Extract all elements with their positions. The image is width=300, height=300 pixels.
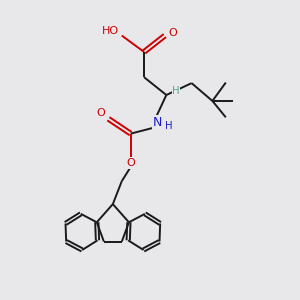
Text: O: O xyxy=(169,28,178,38)
Text: HO: HO xyxy=(102,26,119,36)
Text: O: O xyxy=(97,108,105,118)
Text: H: H xyxy=(165,121,172,130)
Text: H: H xyxy=(172,86,180,96)
Text: N: N xyxy=(153,116,162,129)
Text: O: O xyxy=(126,158,135,168)
